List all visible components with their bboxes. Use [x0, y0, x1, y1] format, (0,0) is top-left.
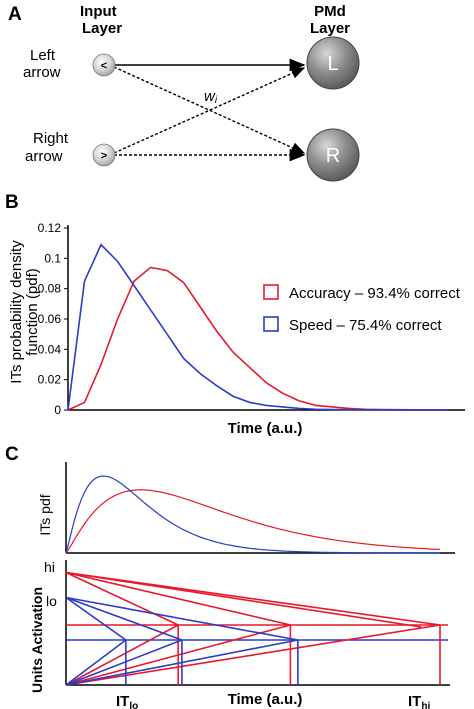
c-top-ylabel: ITs pdf — [37, 494, 53, 535]
red-decay-trace — [65, 571, 422, 628]
c-bottom-ylabel: Units Activation — [29, 587, 45, 693]
red-rise-trace — [65, 624, 179, 686]
red-rise-trace — [65, 624, 441, 686]
b-ylabel-line2: function (pdf) — [24, 268, 41, 356]
input-header-line1: Input — [80, 3, 117, 20]
c-top-series — [65, 475, 441, 554]
b-y-tick-label: 0.06 — [38, 312, 62, 326]
left-output-label: L — [327, 53, 338, 75]
b-y-tick-label: 0 — [54, 403, 61, 417]
legend-accuracy-text: Accuracy – 93.4% correct — [289, 285, 461, 302]
output-header-line1: PMd — [314, 3, 346, 20]
left-input-label-line2: arrow — [23, 64, 61, 81]
c-xlabel: Time (a.u.) — [228, 691, 303, 708]
blue-decay-trace — [65, 596, 299, 641]
marker-lo: lo — [46, 593, 57, 609]
blue-rise-trace — [65, 639, 183, 686]
speed-series-line — [67, 243, 448, 411]
red-rise-trace — [65, 624, 291, 686]
legend-accuracy-swatch — [263, 284, 279, 300]
it-lo-label: ITlo — [116, 693, 138, 709]
legend-speed-swatch — [263, 316, 279, 332]
panel-c: C ITs pdf Units Activation hi lo ITlo Ti… — [5, 444, 455, 709]
right-input-label-line1: Right — [33, 130, 69, 147]
b-y-tick-label: 0.04 — [38, 342, 62, 356]
panel-b: B ITs probability density function (pdf)… — [5, 192, 465, 437]
panel-a: A Input Layer PMd Layer Left arrow Right… — [8, 3, 360, 182]
output-header-line2: Layer — [310, 20, 350, 37]
legend-speed-text: Speed – 75.4% correct — [289, 317, 442, 334]
right-input-label-line2: arrow — [25, 148, 63, 165]
b-y-tick-label: 0.12 — [38, 221, 62, 235]
red-decay-trace — [65, 571, 179, 626]
red-decay-trace — [65, 571, 441, 626]
panel-b-label: B — [5, 192, 19, 213]
panel-a-label: A — [8, 4, 22, 25]
b-y-ticks: 0 0.02 0.04 0.06 0.08 0.1 0.12 — [38, 221, 68, 417]
weight-label: wi — [204, 88, 218, 106]
c-pdf-blue-line — [65, 475, 440, 554]
marker-hi: hi — [44, 559, 55, 575]
blue-rise-trace — [65, 639, 127, 686]
b-y-tick-label: 0.1 — [44, 251, 61, 265]
c-pdf-red-line — [65, 489, 441, 554]
left-input-symbol: < — [101, 60, 107, 72]
b-series — [67, 243, 448, 411]
red-decay-trace — [65, 571, 291, 626]
blue-rise-trace — [65, 639, 299, 686]
blue-decay-trace — [65, 596, 127, 641]
left-input-node — [92, 53, 116, 77]
input-header-line2: Layer — [82, 20, 122, 37]
panel-c-label: C — [5, 444, 19, 465]
b-xlabel: Time (a.u.) — [228, 420, 303, 437]
right-input-symbol: > — [101, 150, 107, 162]
left-output-node — [306, 36, 360, 90]
right-output-label: R — [326, 145, 340, 167]
it-hi-label: IThi — [408, 693, 430, 709]
b-ylabel-line1: ITs probability density — [8, 240, 25, 384]
blue-decay-trace — [65, 596, 183, 641]
left-input-label-line1: Left — [30, 47, 56, 64]
right-output-node — [306, 128, 360, 182]
b-y-tick-label: 0.08 — [38, 282, 62, 296]
right-input-node — [92, 143, 116, 167]
b-y-tick-label: 0.02 — [38, 373, 62, 387]
c-bottom-traces — [65, 571, 448, 686]
